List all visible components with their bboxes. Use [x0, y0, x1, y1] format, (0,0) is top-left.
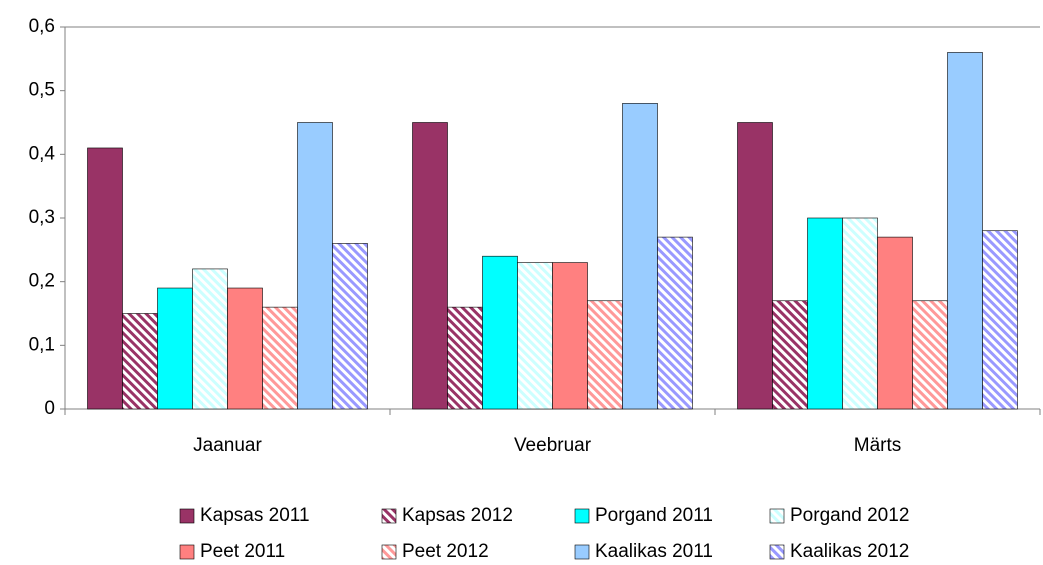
y-tick-label: 0,4: [29, 143, 56, 164]
legend-label: Kaalikas 2012: [790, 541, 909, 562]
bar: [87, 147, 123, 410]
y-tick-label: 0,2: [29, 271, 55, 292]
bar: [982, 230, 1018, 410]
bar: [552, 262, 588, 410]
x-tick-label: Jaanuar: [193, 435, 262, 456]
x-tick-label: Veebruar: [514, 435, 592, 456]
legend-label: Peet 2012: [402, 541, 489, 562]
bar: [297, 122, 333, 410]
bar: [482, 255, 518, 410]
bar: [842, 217, 878, 410]
legend-label: Kaalikas 2011: [595, 541, 713, 562]
y-tick-label: 0,3: [29, 207, 55, 228]
legend-swatch: [381, 544, 397, 560]
bar: [412, 122, 448, 410]
bar: [657, 236, 693, 410]
bar: [587, 300, 623, 410]
x-tick-label: Märts: [854, 435, 902, 456]
bar: [192, 268, 228, 410]
bar: [912, 300, 948, 410]
bar: [332, 243, 368, 410]
legend-swatch: [381, 508, 397, 524]
legend-swatch: [574, 508, 590, 524]
bar: [772, 300, 808, 410]
legend-swatch: [769, 508, 785, 524]
y-tick-label: 0,1: [29, 334, 55, 355]
y-tick-label: 0,5: [29, 80, 55, 101]
bar: [227, 287, 263, 410]
bar: [517, 262, 553, 410]
legend-swatch: [179, 508, 195, 524]
bar: [122, 313, 158, 410]
bar: [807, 217, 843, 410]
legend-label: Porgand 2012: [790, 505, 909, 526]
bar: [877, 236, 913, 410]
legend-label: Peet 2011: [200, 541, 285, 562]
bar: [447, 306, 483, 410]
bar: [262, 306, 298, 410]
bar: [622, 103, 658, 410]
legend-label: Kapsas 2012: [402, 505, 513, 526]
y-tick-label: 0,6: [29, 16, 55, 37]
bar: [947, 52, 983, 410]
legend-label: Porgand 2011: [595, 505, 713, 526]
legend-swatch: [179, 544, 195, 560]
legend-swatch: [769, 544, 785, 560]
legend-swatch: [574, 544, 590, 560]
bar: [157, 287, 193, 410]
bar: [737, 122, 773, 410]
legend-label: Kapsas 2011: [200, 505, 310, 526]
y-tick-label: 0: [44, 398, 55, 419]
